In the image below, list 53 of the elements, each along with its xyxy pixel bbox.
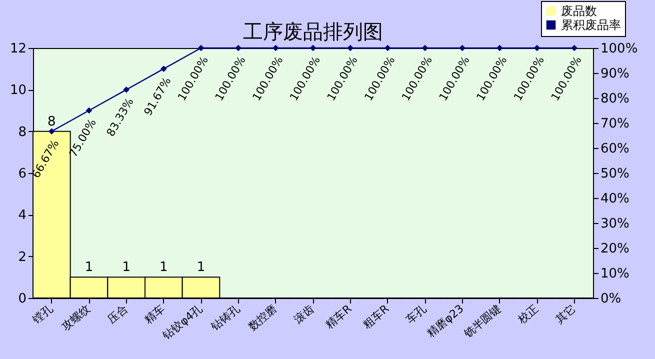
y2-tick-label: 50% xyxy=(600,166,630,182)
y2-tick-label: 60% xyxy=(600,142,630,156)
y2-tick-label: 80% xyxy=(600,92,630,106)
data-label: 1 xyxy=(84,260,94,276)
y2-tick-label: 10% xyxy=(600,266,630,282)
point xyxy=(347,44,354,52)
point xyxy=(86,107,92,114)
x-tick-label: 镗孔 xyxy=(30,302,56,327)
legend-label: 废品数 xyxy=(561,4,597,18)
y2-tick-label: 40% xyxy=(600,192,630,206)
y2-tick-label: 20% xyxy=(600,242,630,256)
data-label: 1 xyxy=(122,260,130,276)
point xyxy=(235,44,242,52)
x-tick-label: 滚齿 xyxy=(292,302,317,326)
y2-tick-label: 90% xyxy=(600,66,630,82)
point xyxy=(48,128,55,134)
y2-tick-label: 30% xyxy=(600,216,630,232)
point xyxy=(160,66,167,72)
point xyxy=(123,86,130,93)
data-label: 1 xyxy=(160,260,168,276)
y-tick-label: 0 xyxy=(18,292,26,306)
point xyxy=(384,44,391,52)
point xyxy=(310,44,316,52)
x-tick-label: 其它 xyxy=(552,302,578,326)
data-label: 1 xyxy=(196,260,206,276)
point xyxy=(272,44,279,52)
y-tick-label: 2 xyxy=(18,250,26,265)
y-tick-label: 4 xyxy=(18,208,26,224)
legend-label: 累积废品率 xyxy=(561,18,621,32)
x-tick-label: 钻铸孔 xyxy=(208,302,242,334)
x-tick-label: 精车R xyxy=(323,302,354,332)
data-label: 8 xyxy=(48,114,56,130)
x-tick-label: 攻螺纹 xyxy=(59,302,93,334)
y-tick-label: 8 xyxy=(18,124,26,140)
x-tick-label: 粗车R xyxy=(360,302,392,332)
y2-tick-label: 100% xyxy=(600,42,638,56)
point xyxy=(534,44,540,52)
y-tick-label: 12 xyxy=(10,42,26,56)
y-tick-label: 6 xyxy=(18,166,26,182)
x-tick-label: 校正 xyxy=(514,302,541,327)
point xyxy=(198,44,204,52)
y2-tick-label: 70% xyxy=(600,116,630,132)
chart-title: 工序废品排列图 xyxy=(243,20,383,44)
x-tick-label: 车孔 xyxy=(404,302,429,326)
x-tick-label: 压合 xyxy=(104,302,130,326)
point xyxy=(459,44,466,52)
x-tick-label: 数控磨 xyxy=(246,302,280,334)
y2-tick-label: 0% xyxy=(600,292,622,306)
y-tick-label: 10 xyxy=(10,83,26,98)
point xyxy=(422,44,428,52)
point xyxy=(496,44,503,52)
point xyxy=(571,44,578,52)
x-tick-label: 精车 xyxy=(142,302,168,326)
